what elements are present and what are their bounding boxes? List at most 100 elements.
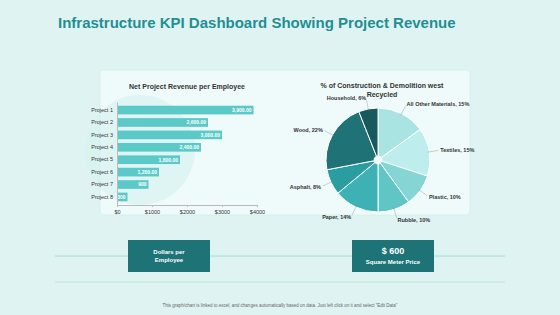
footer: This graph/chart is linked to excel, and…	[163, 303, 398, 308]
background	[0, 0, 560, 315]
slice-value: 10%	[450, 194, 461, 200]
pie	[326, 108, 430, 212]
tick: Project 4	[91, 144, 117, 150]
tick-mark	[257, 205, 258, 207]
bar-chart-title: Net Project Revenue per Employee	[129, 83, 245, 91]
data-label: Textiles, 15%	[440, 147, 474, 153]
leader-line	[401, 106, 406, 116]
tick: $1000	[145, 205, 160, 215]
slice-value: 8%	[313, 184, 321, 190]
tick-label: Project 5	[91, 156, 113, 162]
leader-line	[323, 181, 333, 186]
data-label: Rubble, 10%	[397, 217, 430, 223]
tick-mark	[187, 205, 188, 207]
tick-label: $1000	[145, 209, 160, 215]
dashboard: Infrastructure KPI Dashboard Showing Pro…	[0, 0, 560, 315]
slice	[378, 163, 409, 212]
slice-name: Plastic	[429, 194, 447, 200]
tick-mark	[152, 205, 153, 207]
data-label: Household, 6%	[327, 95, 367, 101]
data-label: Wood, 22%	[294, 127, 323, 133]
x-axis: $0 $1000 $2000 $3000 $4000	[114, 205, 265, 215]
tick-mark	[117, 205, 118, 207]
label-line: Dollars per	[153, 249, 185, 255]
leader-line	[325, 131, 335, 136]
label-line: Employee	[155, 257, 184, 263]
tick: $0	[114, 205, 120, 215]
data-label: 1,200.00	[138, 169, 158, 175]
kpi-label: Square Meter Price	[366, 259, 421, 265]
axis-line	[118, 206, 258, 208]
axis-line	[117, 103, 118, 206]
slice-value: 22%	[312, 127, 323, 133]
title-line: Recycled	[367, 91, 398, 99]
divider	[55, 256, 505, 257]
tick-label: Project 4	[91, 144, 113, 150]
leader-line	[352, 205, 357, 215]
bar	[117, 168, 159, 177]
slice-name: Asphalt	[290, 184, 310, 190]
data-label: All Other Materials, 15%	[407, 101, 470, 107]
slice-name: Household	[327, 95, 355, 101]
tick: Project 1	[91, 107, 117, 113]
slice-name: Paper	[322, 214, 338, 220]
tick-label: Project 7	[91, 181, 113, 187]
tick: $4000	[250, 205, 265, 215]
bar	[117, 180, 149, 189]
data-label: Plastic, 10%	[429, 194, 461, 200]
slice-value: 15%	[458, 101, 469, 107]
leader-line	[393, 208, 396, 218]
bar	[117, 193, 128, 202]
y-axis: Project 1 Project 2 Project 3 Project 4 Proj…	[91, 103, 117, 206]
data-label: 2,400.00	[180, 144, 200, 150]
data-label: 3,000.00	[201, 132, 221, 138]
tick-label: $0	[114, 209, 120, 215]
tick-label: Project 6	[91, 169, 113, 175]
data-label: Paper, 14%	[322, 214, 351, 220]
kpi-box	[128, 240, 210, 272]
slice	[359, 108, 378, 156]
tick-label: $3000	[215, 209, 230, 215]
tick: Project 8	[91, 194, 117, 200]
leader-line	[367, 100, 369, 111]
slice-value: 15%	[463, 147, 474, 153]
tick-label: Project 2	[91, 119, 113, 125]
data-label: Asphalt, 8%	[290, 184, 321, 190]
bar-data-labels: 3,900.00 2,600.00 3,000.002,400.00 1,800.00…	[117, 107, 252, 200]
leader-line	[418, 189, 427, 195]
title: Infrastructure KPI Dashboard Showing Pro…	[58, 14, 456, 31]
bars	[117, 106, 254, 202]
tick: Project 7	[91, 181, 117, 187]
tick: $3000	[215, 205, 230, 215]
slice-name: Textiles	[440, 147, 460, 153]
data-label: 300	[117, 194, 126, 200]
tick-label: $4000	[250, 209, 265, 215]
slice-value: 6%	[358, 95, 366, 101]
tick-label: Project 3	[91, 132, 113, 138]
leader-line	[427, 150, 438, 152]
slice-name: All Other Materials	[407, 101, 456, 107]
tick: Project 5	[91, 156, 117, 162]
slice-name: Rubble	[397, 217, 416, 223]
kpi-value: $ 600	[382, 246, 405, 256]
data-label: 2,600.00	[187, 119, 207, 125]
bar	[117, 131, 222, 140]
bar	[117, 143, 201, 152]
kpi-box	[352, 240, 434, 272]
tick-label: $2000	[180, 209, 195, 215]
data-label: 3,900.00	[232, 107, 252, 113]
tick: $2000	[180, 205, 195, 215]
tick: Project 6	[91, 169, 117, 175]
bar	[117, 155, 180, 164]
data-label: 900	[138, 181, 147, 187]
tick-label: Project 1	[91, 107, 113, 113]
slice-value: 10%	[419, 217, 430, 223]
slice-name: Wood	[294, 127, 309, 133]
tick: Project 3	[91, 132, 117, 138]
bar	[117, 106, 254, 115]
data-label: 1,800.00	[159, 157, 179, 163]
tick: Project 2	[91, 119, 117, 125]
divider	[55, 282, 505, 283]
slice-value: 14%	[340, 214, 351, 220]
kpi-label: Dollars per Employee	[153, 249, 185, 263]
